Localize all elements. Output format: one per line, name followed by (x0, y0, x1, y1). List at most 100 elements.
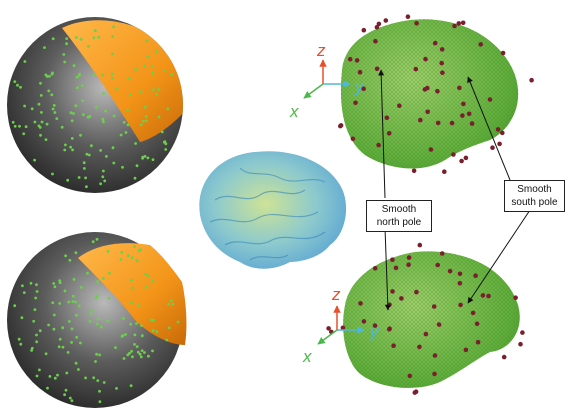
sphere-dot (107, 296, 111, 300)
sphere-dot (74, 300, 77, 304)
mesh-marker (361, 86, 366, 91)
sphere-dot (166, 107, 170, 111)
sphere-dot (115, 87, 119, 91)
sphere-dot (72, 294, 75, 298)
sphere-dot (68, 258, 72, 262)
sphere-dot (68, 396, 72, 400)
sphere-dot (70, 137, 74, 140)
sphere-dot (20, 316, 24, 320)
sphere-dot (107, 271, 111, 275)
sphere-dot (61, 345, 65, 349)
sphere-dot (137, 249, 141, 253)
sphere-dot (139, 355, 143, 359)
sphere-dot (63, 393, 66, 397)
mesh-marker (474, 321, 480, 327)
sphere-dot (72, 64, 76, 68)
axis-top-x-label: x (289, 102, 299, 121)
sphere-dot (70, 399, 74, 403)
mesh-marker (358, 301, 363, 306)
sphere-dot (19, 85, 22, 89)
sphere-dot (66, 351, 70, 354)
sphere-dot (63, 60, 67, 64)
mesh-marker (500, 50, 506, 56)
sphere-dot (111, 146, 115, 150)
sphere-dot (61, 326, 65, 330)
mesh-marker (397, 103, 402, 108)
sphere-dot (97, 317, 100, 321)
sphere-dot (63, 289, 67, 293)
sphere-dot (51, 301, 55, 305)
mesh-marker (374, 66, 380, 72)
mesh-marker (340, 325, 346, 331)
sphere-dot (77, 304, 81, 308)
mesh-marker (405, 14, 411, 19)
sphere-dot (165, 338, 169, 342)
sphere-dot (101, 277, 105, 280)
sphere-dot (110, 72, 114, 76)
mesh-marker (406, 255, 412, 260)
sphere-dot (138, 352, 142, 356)
sphere-dot (35, 283, 38, 287)
mesh-marker (459, 158, 464, 164)
mesh-marker (501, 354, 507, 360)
sphere-dot (170, 72, 174, 76)
sphere-dot (111, 52, 114, 56)
sphere-dot (163, 140, 167, 144)
sphere-dot (86, 115, 90, 119)
sphere-dot (155, 50, 159, 53)
sphere-dot (150, 318, 153, 322)
brain-mesh-bottom (343, 251, 520, 388)
mesh-marker (338, 123, 343, 129)
sphere-dot (47, 323, 50, 327)
sphere-dot (53, 285, 57, 289)
sphere-dot (79, 133, 82, 137)
sphere-dot (121, 165, 124, 169)
sphere-dot (102, 120, 105, 124)
sphere-dot (101, 175, 105, 179)
sphere-dot (82, 113, 85, 116)
sphere-dot (140, 324, 143, 327)
mesh-marker (431, 304, 437, 309)
sphere-dot (124, 333, 127, 336)
sphere-dot (151, 349, 154, 353)
sphere-dot (135, 164, 139, 168)
sphere-dot (112, 114, 116, 118)
mesh-marker (347, 56, 353, 62)
sphere-dot (104, 109, 107, 113)
sphere-dot (145, 39, 149, 43)
mesh-marker (361, 27, 367, 33)
sphere-dot (88, 319, 92, 323)
sphere-dot (70, 119, 74, 123)
mesh-marker (413, 66, 419, 72)
sphere-dot (134, 68, 138, 71)
sphere-dot (171, 302, 175, 306)
sphere-dot (35, 333, 38, 337)
mesh-marker (487, 97, 493, 102)
sphere-dot (38, 126, 42, 129)
sphere-dot (99, 182, 102, 186)
sphere-top (7, 17, 183, 193)
sphere-dot (29, 281, 33, 285)
sphere-dot (102, 169, 105, 173)
sphere-dot (115, 387, 118, 390)
sphere-dot (128, 93, 132, 97)
mesh-marker (495, 127, 501, 132)
sphere-dot (94, 296, 98, 300)
axis-bottom-z-label: z (331, 285, 341, 304)
sphere-dot (120, 250, 124, 254)
sphere-dot (52, 313, 56, 317)
mesh-marker (425, 109, 431, 115)
sphere-dot (58, 279, 62, 282)
sphere-dot (35, 290, 39, 293)
sphere-dot (135, 345, 139, 348)
sphere-dot (85, 152, 89, 156)
mesh-marker (376, 142, 381, 148)
mesh-marker (412, 390, 418, 395)
sphere-dot (58, 302, 62, 305)
sphere-dot (84, 376, 87, 380)
mesh-marker (442, 169, 447, 174)
axes-top: z y x (289, 41, 365, 121)
axis-top-y-label: y (354, 77, 365, 96)
mesh-marker (457, 85, 462, 91)
sphere-dot (111, 76, 115, 80)
